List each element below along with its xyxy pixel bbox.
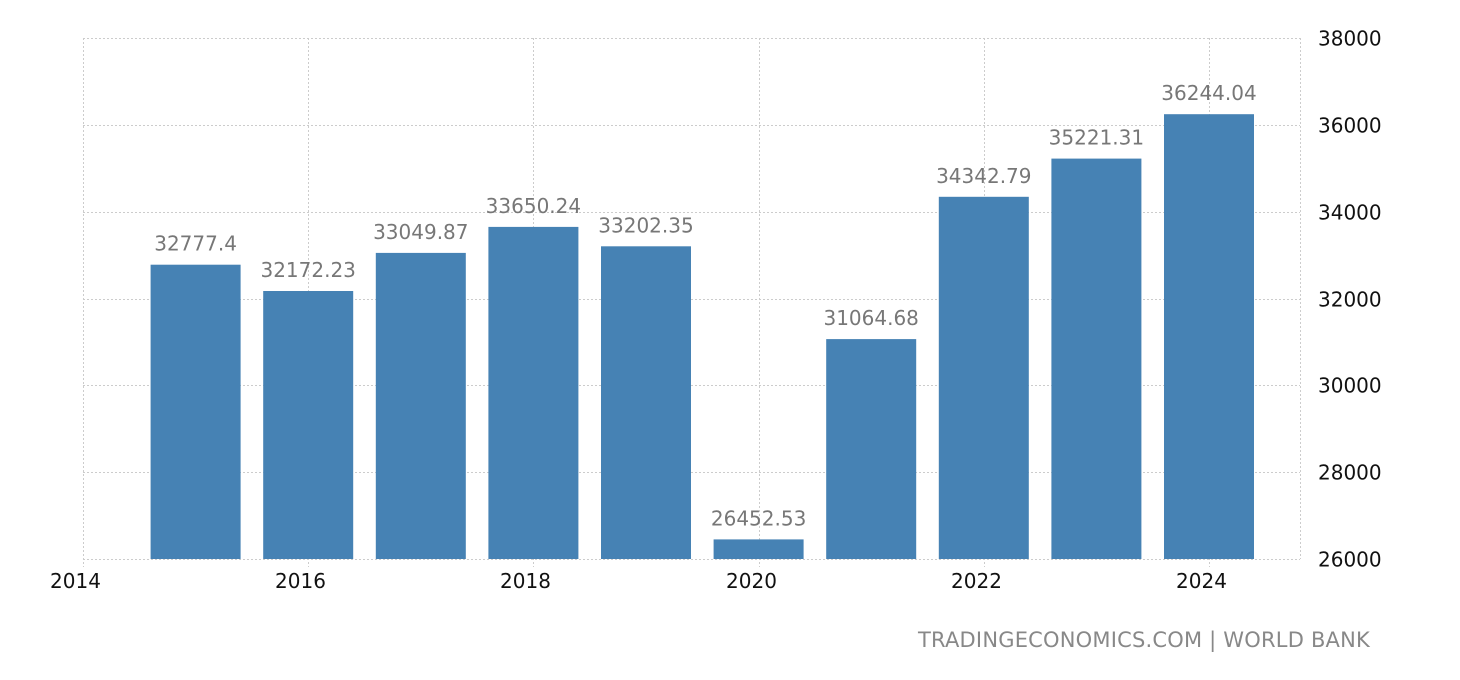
value-label-2019: 33202.35 <box>598 213 693 237</box>
value-label-2022: 34342.79 <box>936 164 1031 188</box>
x-axis: 2014 2016 2018 2020 2022 2024 <box>50 569 1227 593</box>
y-tick-label: 30000 <box>1318 374 1382 398</box>
y-tick-label: 26000 <box>1318 548 1382 572</box>
value-label-2020: 26452.53 <box>711 506 806 530</box>
value-label-2016: 32172.23 <box>260 258 355 282</box>
bar-2015 <box>150 264 241 559</box>
x-tick-label: 2022 <box>951 569 1002 593</box>
bar-2018 <box>488 226 579 559</box>
value-labels: 32777.4 32172.23 33049.87 33650.24 33202.35 2… <box>154 81 1256 530</box>
y-tick-label: 38000 <box>1318 27 1382 51</box>
y-tick-label: 34000 <box>1318 201 1382 225</box>
value-label-2021: 31064.68 <box>823 306 918 330</box>
y-axis: 26000 28000 30000 32000 34000 36000 38000 <box>1318 27 1382 572</box>
value-label-2024: 36244.04 <box>1161 81 1256 105</box>
source-attribution: TRADINGECONOMICS.COM | WORLD BANK <box>918 628 1370 652</box>
y-tick-label: 28000 <box>1318 461 1382 485</box>
bar-2024 <box>1164 114 1254 559</box>
x-tick-label: 2016 <box>275 569 326 593</box>
bar-2021 <box>826 339 917 559</box>
value-label-2018: 33650.24 <box>486 194 581 218</box>
x-tick-label: 2024 <box>1176 569 1227 593</box>
x-tick-label: 2020 <box>726 569 777 593</box>
bar-2023 <box>1051 158 1142 559</box>
value-label-2023: 35221.31 <box>1049 126 1144 150</box>
bar-2019 <box>601 246 691 560</box>
value-label-2017: 33049.87 <box>373 220 468 244</box>
bar-2020 <box>713 539 804 559</box>
x-tick-label: 2014 <box>50 569 101 593</box>
bars <box>150 114 1254 560</box>
bar-2022 <box>938 196 1029 560</box>
x-tick-label: 2018 <box>500 569 551 593</box>
y-tick-label: 36000 <box>1318 114 1382 138</box>
y-tick-label: 32000 <box>1318 288 1382 312</box>
bar-2017 <box>375 252 466 559</box>
value-label-2015: 32777.4 <box>154 232 237 256</box>
bar-2016 <box>263 291 354 559</box>
